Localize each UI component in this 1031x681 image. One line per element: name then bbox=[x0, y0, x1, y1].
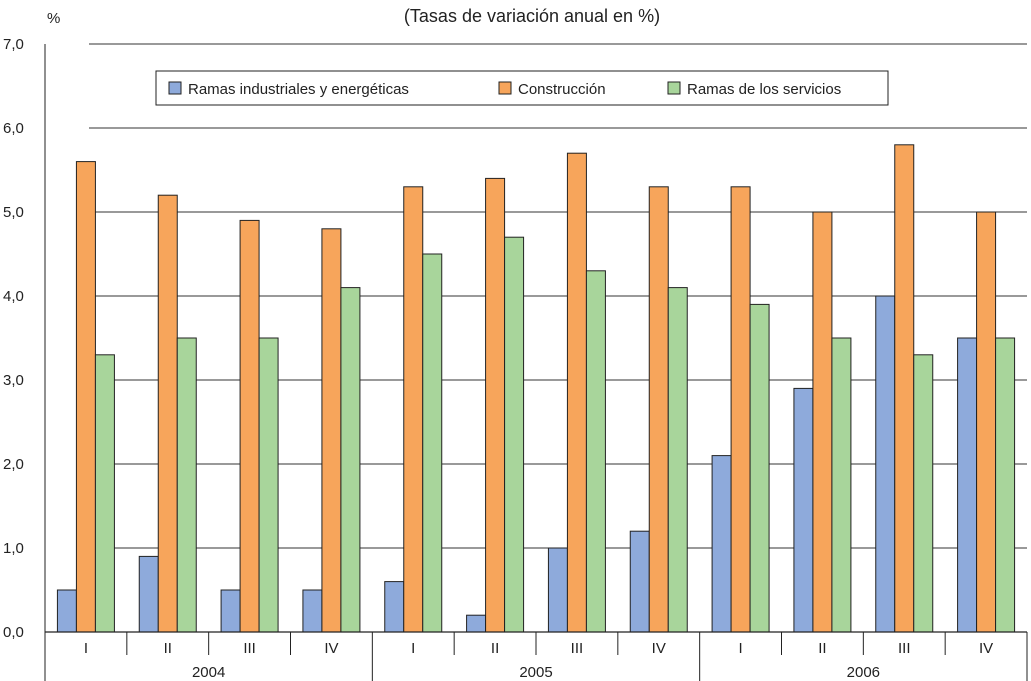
bar bbox=[422, 253, 443, 633]
y-tick-label: 6,0 bbox=[3, 120, 24, 137]
y-axis-unit-label: % bbox=[47, 10, 60, 27]
legend-swatch bbox=[667, 81, 681, 95]
bar bbox=[504, 236, 525, 633]
bar bbox=[585, 270, 606, 633]
legend-entry-label: Ramas de los servicios bbox=[687, 81, 841, 98]
legend: Ramas industriales y energéticas Construc… bbox=[155, 70, 889, 106]
y-tick-label: 1,0 bbox=[3, 540, 24, 557]
bar bbox=[831, 337, 852, 633]
chart-subtitle: (Tasas de variación anual en %) bbox=[404, 6, 660, 26]
bar bbox=[485, 177, 506, 633]
bar bbox=[913, 354, 934, 633]
y-tick-label: 0,0 bbox=[3, 624, 24, 641]
y-tick-label: 4,0 bbox=[3, 288, 24, 305]
legend-entry-label: Construcción bbox=[518, 81, 606, 98]
bar bbox=[995, 337, 1016, 633]
x-tick-label: III bbox=[243, 640, 256, 657]
bar bbox=[976, 211, 997, 633]
bar bbox=[629, 530, 650, 633]
y-axis-ticks: 0,0 1,0 2,0 3,0 4,0 5,0 6,0 7,0 bbox=[3, 36, 24, 641]
bar bbox=[793, 387, 814, 633]
bar bbox=[239, 219, 260, 633]
bar bbox=[730, 186, 751, 633]
x-tick-label: II bbox=[491, 640, 499, 657]
bar bbox=[75, 161, 96, 633]
legend-swatch bbox=[168, 81, 182, 95]
bar bbox=[340, 287, 361, 633]
bar bbox=[403, 186, 424, 633]
legend-entry-label: Ramas industriales y energéticas bbox=[188, 81, 409, 98]
y-tick-label: 5,0 bbox=[3, 204, 24, 221]
bar bbox=[667, 287, 688, 633]
x-tick-label: I bbox=[738, 640, 742, 657]
bar bbox=[302, 589, 323, 633]
y-tick-label: 3,0 bbox=[3, 372, 24, 389]
bar bbox=[56, 589, 77, 633]
x-tick-label: IV bbox=[979, 640, 993, 657]
bar bbox=[466, 614, 487, 633]
bar bbox=[384, 581, 405, 633]
bar bbox=[94, 354, 115, 633]
bar bbox=[749, 303, 770, 633]
bar bbox=[812, 211, 833, 633]
y-tick-label: 7,0 bbox=[3, 36, 24, 53]
bar bbox=[321, 228, 342, 633]
bar bbox=[258, 337, 279, 633]
bar bbox=[566, 152, 587, 633]
x-group-label: 2004 bbox=[192, 664, 225, 681]
x-group-label: 2006 bbox=[847, 664, 880, 681]
bar bbox=[711, 455, 732, 633]
bar bbox=[176, 337, 197, 633]
legend-swatch bbox=[498, 81, 512, 95]
x-tick-label: III bbox=[571, 640, 584, 657]
x-tick-label: IV bbox=[324, 640, 338, 657]
x-group-label: 2005 bbox=[519, 664, 552, 681]
x-tick-label: II bbox=[818, 640, 826, 657]
x-tick-label: II bbox=[164, 640, 172, 657]
x-tick-label: I bbox=[411, 640, 415, 657]
bar bbox=[547, 547, 568, 633]
bar bbox=[138, 555, 159, 633]
bar bbox=[875, 295, 896, 633]
bar bbox=[957, 337, 978, 633]
bars bbox=[56, 144, 1016, 633]
bar bbox=[220, 589, 241, 633]
legend-box bbox=[155, 70, 889, 106]
bar bbox=[157, 194, 178, 633]
x-tick-label: III bbox=[898, 640, 911, 657]
x-tick-label: I bbox=[84, 640, 88, 657]
x-tick-label: IV bbox=[652, 640, 666, 657]
bar bbox=[894, 144, 915, 633]
y-tick-label: 2,0 bbox=[3, 456, 24, 473]
bar bbox=[648, 186, 669, 633]
